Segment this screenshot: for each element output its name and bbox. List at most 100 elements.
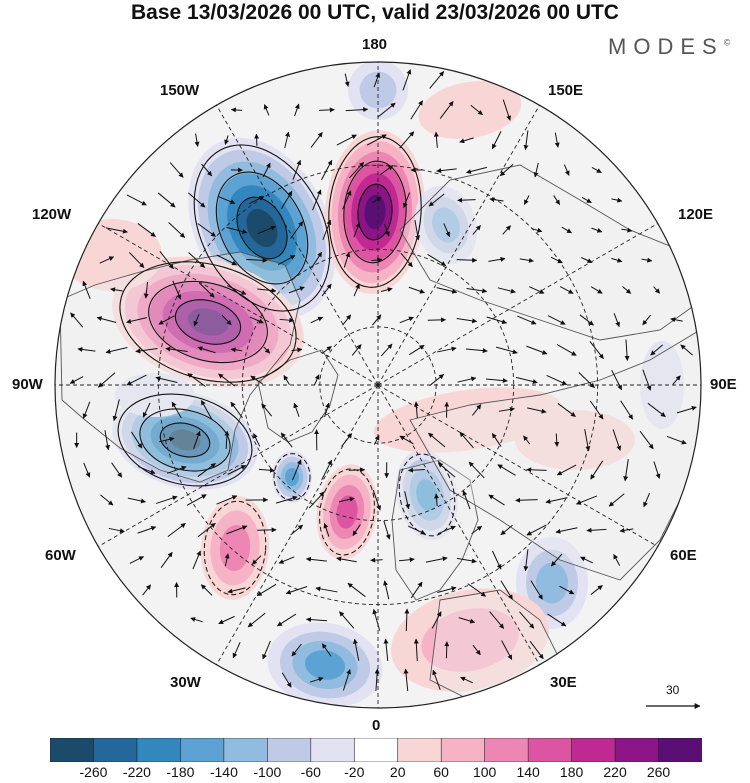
lon-label-180: 180 bbox=[362, 36, 388, 53]
wind-arrow bbox=[188, 252, 206, 268]
wind-arrow bbox=[624, 339, 630, 361]
colorbar-swatch bbox=[93, 738, 138, 762]
map-title: Base 13/03/2026 00 UTC, valid 23/03/2026… bbox=[131, 1, 619, 24]
wind-arrow bbox=[584, 429, 591, 452]
wind-arrow bbox=[190, 617, 203, 623]
anomaly-level bbox=[515, 410, 635, 470]
wind-arrow bbox=[547, 315, 566, 325]
wind-arrow bbox=[372, 608, 381, 631]
wind-arrow bbox=[553, 195, 561, 205]
wind-arrow bbox=[491, 131, 502, 150]
colorbar-tick-label: -260 bbox=[79, 764, 108, 780]
wind-arrow bbox=[399, 131, 415, 149]
anomaly-contour-dashed bbox=[203, 500, 267, 596]
wind-arrow bbox=[590, 585, 603, 595]
colorbar-swatch bbox=[614, 738, 660, 762]
wind-arrow bbox=[321, 643, 332, 657]
wind-arrow bbox=[527, 407, 547, 414]
wind-vectors bbox=[69, 69, 697, 692]
wind-arrow bbox=[218, 373, 236, 387]
wind-arrow bbox=[171, 401, 182, 419]
wind-arrow bbox=[515, 376, 538, 384]
colorbar-swatch bbox=[484, 738, 529, 762]
wind-arrow bbox=[471, 525, 483, 535]
wind-arrow bbox=[550, 553, 563, 567]
wind-arrow bbox=[226, 525, 248, 535]
wind-arrow bbox=[159, 436, 175, 443]
wind-arrow bbox=[111, 462, 123, 478]
wind-arrow bbox=[305, 556, 327, 562]
wind-arrow bbox=[437, 586, 457, 593]
wind-arrow bbox=[160, 551, 173, 568]
wind-arrow bbox=[432, 669, 441, 690]
wind-arrow bbox=[485, 378, 508, 384]
wind-arrow bbox=[425, 556, 448, 563]
wind-arrow bbox=[523, 130, 529, 151]
wind-arrow bbox=[554, 132, 560, 148]
wind-arrow bbox=[559, 286, 574, 294]
anomaly-level bbox=[304, 650, 346, 680]
wind-arrow bbox=[431, 611, 442, 629]
wind-arrow bbox=[575, 495, 598, 505]
wind-arrow bbox=[497, 464, 516, 476]
wind-arrow bbox=[351, 344, 362, 356]
wind-arrow bbox=[110, 287, 123, 293]
wind-arrow bbox=[523, 195, 530, 205]
wind-arrow bbox=[465, 166, 487, 174]
colorbar-tick-label: 140 bbox=[516, 764, 540, 780]
wind-arrow bbox=[216, 254, 237, 266]
wind-arrow bbox=[529, 640, 544, 660]
wind-arrow bbox=[218, 615, 235, 625]
meridian bbox=[216, 384, 379, 665]
anomaly-center bbox=[324, 130, 426, 294]
wind-arrow bbox=[97, 372, 116, 388]
wind-arrow bbox=[380, 343, 393, 357]
wind-arrow bbox=[672, 375, 681, 385]
wind-arrow bbox=[293, 402, 300, 417]
wind-arrow bbox=[501, 640, 513, 660]
colorbar-tick-label: -140 bbox=[209, 764, 238, 780]
wind-arrow bbox=[472, 225, 481, 235]
wind-arrow bbox=[70, 312, 84, 328]
wind-arrow bbox=[167, 522, 186, 538]
wind-arrow bbox=[221, 314, 232, 326]
wind-arrow bbox=[352, 524, 361, 536]
wind-arrow bbox=[137, 223, 156, 237]
anomaly-level bbox=[373, 387, 563, 453]
wind-arrow bbox=[305, 617, 327, 623]
wind-arrow bbox=[224, 135, 229, 145]
wind-arrow bbox=[547, 613, 567, 627]
wind-arrow bbox=[254, 133, 260, 146]
colorbar-swatch bbox=[571, 738, 616, 762]
wind-arrow bbox=[322, 219, 332, 241]
wind-arrow bbox=[69, 376, 84, 384]
wind-arrow bbox=[138, 466, 156, 475]
wind-arrow bbox=[556, 344, 577, 356]
anomaly-contour bbox=[343, 160, 407, 264]
colorbar-swatch bbox=[527, 738, 573, 762]
wind-arrow bbox=[280, 190, 293, 210]
wind-arrow bbox=[428, 432, 446, 448]
wind-arrow bbox=[413, 401, 419, 419]
wind-arrow bbox=[290, 221, 304, 239]
wind-arrow bbox=[546, 374, 568, 386]
wind-arrow bbox=[82, 401, 91, 419]
colorbar-tick-label: 260 bbox=[646, 764, 671, 780]
colorbar-swatch bbox=[310, 738, 355, 762]
wind-arrow bbox=[188, 192, 206, 208]
wind-arrow bbox=[336, 134, 357, 146]
wind-arrow bbox=[526, 345, 548, 355]
wind-arrow bbox=[456, 257, 478, 263]
wind-arrow bbox=[622, 286, 632, 294]
wind-arrow bbox=[459, 137, 474, 144]
wind-arrow bbox=[158, 315, 175, 325]
wind-arrow bbox=[523, 435, 531, 445]
anomaly-contour bbox=[328, 136, 422, 288]
wind-arrow bbox=[680, 344, 693, 356]
wind-arrow bbox=[82, 280, 91, 299]
lon-label-90e: 90E bbox=[710, 376, 737, 393]
wind-arrow bbox=[246, 257, 268, 263]
anomaly-level bbox=[364, 194, 386, 230]
wind-arrow bbox=[519, 611, 535, 629]
wind-arrow bbox=[127, 497, 146, 504]
